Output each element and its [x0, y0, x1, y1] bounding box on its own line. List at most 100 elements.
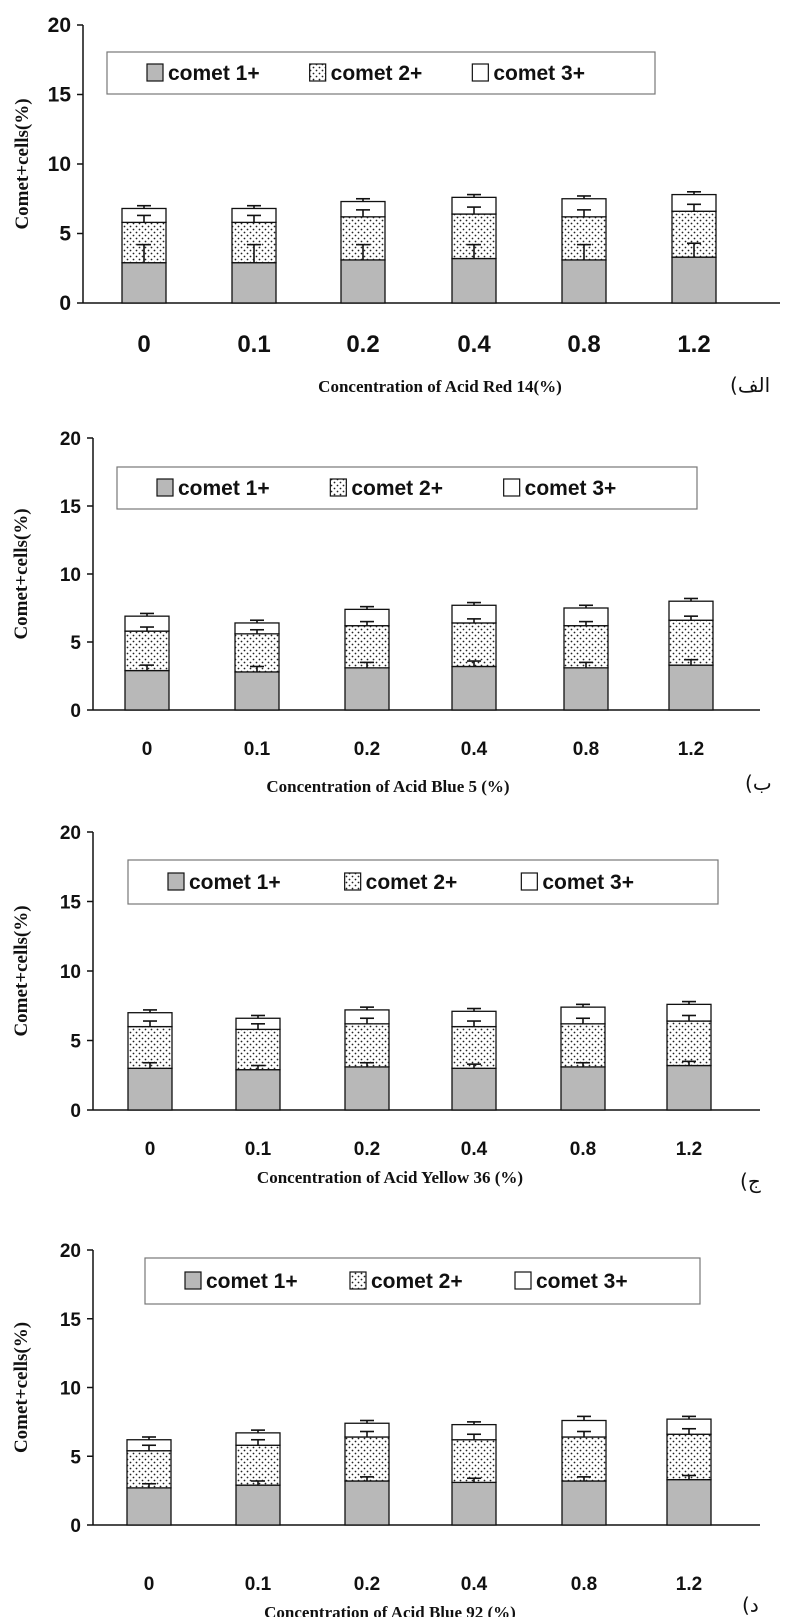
bar-comet-1 — [668, 664, 714, 711]
legend-label-3: comet 3+ — [536, 1270, 628, 1293]
x-tick-label: 0 — [137, 331, 150, 358]
bar-comet-2 — [563, 625, 609, 669]
legend — [106, 51, 656, 95]
y-tick-label: 5 — [70, 1032, 81, 1053]
x-tick-label: 0.4 — [461, 739, 488, 760]
bar-comet-3 — [451, 604, 497, 624]
legend — [144, 1257, 701, 1305]
bar-comet-1 — [340, 259, 386, 304]
legend-label-3: comet 3+ — [525, 477, 617, 500]
y-tick-label: 0 — [70, 1516, 81, 1537]
x-tick-label: 0.8 — [573, 739, 599, 760]
bar-comet-3 — [234, 622, 280, 635]
y-tick-label: 10 — [60, 565, 81, 586]
bar-comet-2 — [560, 1023, 606, 1068]
y-tick-label: 15 — [60, 497, 82, 518]
y-tick-label: 20 — [60, 1241, 81, 1262]
x-tick-label: 1.2 — [676, 1574, 702, 1595]
bar-comet-2 — [126, 1450, 172, 1489]
legend-label-2: comet 2+ — [331, 62, 423, 85]
x-tick-label: 0.4 — [457, 331, 491, 358]
bar-comet-1 — [234, 671, 280, 711]
legend-swatch-2 — [344, 872, 362, 891]
y-tick-label: 5 — [59, 223, 71, 246]
legend-label-3: comet 3+ — [493, 62, 585, 85]
legend-swatch-2 — [329, 478, 347, 497]
legend-label-3: comet 3+ — [542, 871, 634, 894]
bar-comet-2 — [235, 1028, 281, 1071]
bar-comet-1 — [127, 1067, 173, 1111]
legend-swatch-3 — [514, 1271, 532, 1290]
y-tick-label: 0 — [70, 1101, 81, 1122]
legend — [127, 859, 719, 905]
x-tick-label: 0.8 — [570, 1139, 596, 1160]
chart-panel-1: 0 5 10 15 20 Comet+cells(%) 0 0.1 0.2 0.4 0.8 1.2 Co… — [12, 14, 780, 397]
bar-comet-1 — [451, 1067, 497, 1111]
legend-swatch-1 — [156, 478, 174, 497]
x-tick-label: 0.2 — [354, 739, 380, 760]
y-tick-label: 15 — [60, 893, 82, 914]
bar-comet-1 — [235, 1069, 281, 1111]
bar-comet-2 — [451, 1025, 497, 1069]
bar-comet-1 — [124, 669, 170, 711]
y-axis-label: Comet+cells(%) — [12, 98, 33, 229]
x-axis-label: Concentration of Acid Blue 5 (%) — [266, 777, 509, 796]
y-tick-label: 15 — [48, 84, 72, 107]
legend-swatch-2 — [349, 1271, 367, 1290]
legend — [116, 466, 698, 510]
chart-panel-3: 0 5 10 15 20 Comet+cells(%) 0 0.1 0.2 0.4 0.8 1.2 Co… — [11, 823, 761, 1193]
x-tick-label: 1.2 — [676, 1139, 702, 1160]
bar-comet-1 — [451, 257, 497, 304]
y-axis-label: Comet+cells(%) — [11, 1322, 32, 1453]
legend-swatch-1 — [146, 63, 164, 82]
y-axis-label: Comet+cells(%) — [11, 905, 32, 1036]
x-tick-label: 0.1 — [237, 331, 270, 358]
y-axis-label: Comet+cells(%) — [11, 508, 32, 639]
bar-comet-2 — [561, 1436, 607, 1482]
x-tick-label: 0.1 — [244, 739, 271, 760]
x-tick-label: 0.2 — [354, 1139, 380, 1160]
bar-comet-1 — [451, 665, 497, 711]
legend-label-1: comet 1+ — [178, 477, 270, 500]
y-tick-label: 5 — [70, 1447, 81, 1468]
bar-comet-1 — [561, 259, 607, 304]
legend-label-2: comet 2+ — [371, 1270, 463, 1293]
bar-comet-2 — [666, 1433, 712, 1481]
bar-comet-2 — [451, 1439, 497, 1484]
y-tick-label: 10 — [60, 1379, 81, 1400]
bar-comet-2 — [235, 1444, 281, 1486]
legend-swatch-1 — [167, 872, 185, 891]
x-tick-label: 0.2 — [346, 331, 379, 358]
x-axis-label: Concentration of Acid Red 14(%) — [318, 377, 562, 396]
y-tick-label: 5 — [70, 633, 81, 654]
bar-comet-2 — [344, 1023, 390, 1068]
panel-label: (د — [742, 1593, 759, 1617]
bar-comet-1 — [344, 1066, 390, 1111]
bar-comet-1 — [344, 1480, 390, 1526]
bar-comet-2 — [344, 1436, 390, 1482]
x-tick-label: 0 — [145, 1139, 156, 1160]
legend-swatch-1 — [184, 1271, 202, 1290]
chart-panel-4: 0 5 10 15 20 Comet+cells(%) 0 0.1 0.2 0.4 0.8 1.2 Co… — [11, 1241, 760, 1617]
y-tick-label: 20 — [48, 14, 71, 37]
bar-comet-1 — [561, 1480, 607, 1526]
x-tick-label: 1.2 — [678, 739, 704, 760]
legend-swatch-3 — [520, 872, 538, 891]
y-tick-label: 10 — [60, 962, 81, 983]
bar-comet-1 — [451, 1481, 497, 1526]
x-tick-label: 0.1 — [245, 1574, 272, 1595]
bar-comet-2 — [666, 1020, 712, 1067]
bar-comet-3 — [124, 615, 170, 632]
x-tick-label: 0 — [144, 1574, 155, 1595]
bar-comet-1 — [666, 1064, 712, 1111]
legend-label-2: comet 2+ — [366, 871, 458, 894]
y-tick-label: 0 — [70, 701, 81, 722]
x-tick-label: 0.4 — [461, 1139, 488, 1160]
x-tick-label: 0.8 — [567, 331, 600, 358]
bar-comet-1 — [231, 262, 277, 304]
panel-label: (ب — [745, 771, 772, 795]
y-tick-label: 20 — [60, 429, 81, 450]
x-tick-label: 0 — [142, 739, 153, 760]
legend-swatch-3 — [471, 63, 489, 82]
bar-comet-2 — [127, 1025, 173, 1069]
